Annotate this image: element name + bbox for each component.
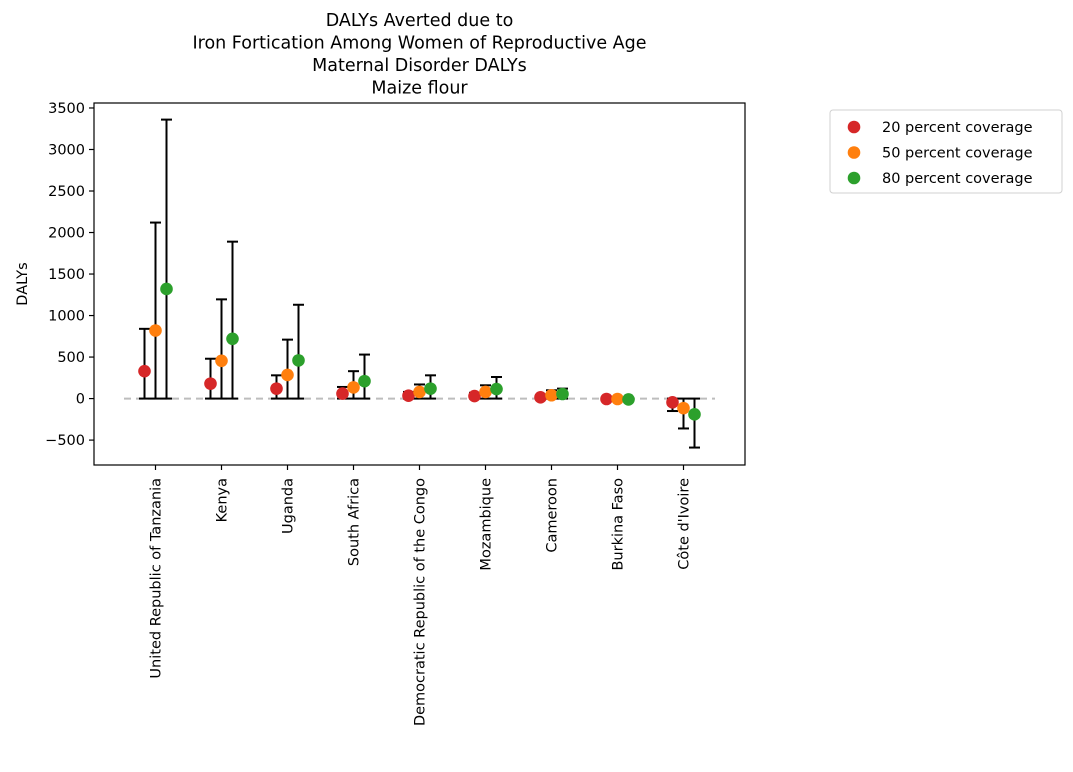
error-bar <box>161 118 172 400</box>
legend-box <box>829 109 1063 194</box>
y-tick-label: 2500 <box>48 184 85 200</box>
x-tick-label: United Republic of Tanzania <box>149 478 165 679</box>
data-point <box>160 282 173 296</box>
y-tick-label: 2000 <box>48 226 85 242</box>
data-point <box>270 382 283 395</box>
data-point <box>534 391 547 404</box>
x-tick-label: South Africa <box>347 478 363 566</box>
data-point <box>204 377 217 390</box>
series-3-points <box>160 282 701 421</box>
plot-frame <box>93 102 746 466</box>
legend-marker <box>847 171 861 185</box>
legend-label: 50 percent coverage <box>882 146 1033 162</box>
legend-marker <box>847 120 861 134</box>
series-1-points <box>138 364 679 409</box>
data-point <box>545 388 558 402</box>
data-point <box>281 368 294 382</box>
data-point <box>611 392 624 406</box>
chart-title-line: Maternal Disorder DALYs <box>312 56 527 76</box>
data-point <box>600 392 613 406</box>
y-tick-label: 1000 <box>48 309 85 325</box>
y-tick-label: 0 <box>76 392 85 408</box>
legend-item: 20 percent coverage <box>847 120 1033 136</box>
legend-label: 20 percent coverage <box>882 120 1033 136</box>
data-point <box>688 408 701 421</box>
error-bar <box>139 327 150 400</box>
plot-area <box>124 118 715 449</box>
legend-marker <box>847 146 861 159</box>
error-bar <box>689 397 700 449</box>
data-point <box>358 374 371 388</box>
y-tick-label: 500 <box>57 350 85 366</box>
data-point <box>622 393 635 406</box>
legend-item: 80 percent coverage <box>847 171 1033 187</box>
data-point <box>347 381 360 394</box>
x-tick-label: Cameroon <box>545 478 561 553</box>
legend-item: 50 percent coverage <box>847 146 1033 162</box>
y-tick-label: 3500 <box>48 101 85 117</box>
data-point <box>336 387 349 400</box>
data-point <box>226 332 239 346</box>
data-point <box>215 354 228 368</box>
x-tick-label: Côte d'Ivoire <box>677 478 693 570</box>
error-bar <box>293 303 304 400</box>
x-axis: United Republic of Tanzania Kenya Uganda So… <box>149 465 693 726</box>
data-point <box>292 354 305 367</box>
error-bar <box>227 240 238 400</box>
y-tick-label: 3000 <box>48 142 85 158</box>
x-tick-label: Uganda <box>281 478 297 534</box>
series-2-points <box>149 324 690 415</box>
x-tick-label: Burkina Faso <box>611 478 627 571</box>
y-tick-label: 1500 <box>48 267 85 283</box>
x-tick-label: Mozambique <box>479 478 495 571</box>
x-tick-label: Democratic Republic of the Congo <box>413 478 429 726</box>
chart-title-line: Iron Fortication Among Women of Reproduc… <box>192 34 646 54</box>
data-point <box>490 382 503 396</box>
data-point <box>424 382 437 395</box>
data-point <box>138 364 151 378</box>
data-point <box>479 385 492 399</box>
chart-title-line: Maize flour <box>371 79 468 99</box>
error-bar <box>150 221 161 400</box>
y-tick-label: −500 <box>45 433 85 449</box>
x-tick-label: Kenya <box>215 478 231 522</box>
data-point <box>413 385 426 399</box>
y-axis: −500 0 500 1000 1500 2000 2500 3000 3500 <box>45 101 94 449</box>
legend: 20 percent coverage 50 percent coverage 80… <box>829 109 1063 194</box>
data-point <box>666 396 679 409</box>
data-point <box>556 387 569 401</box>
chart-title-line: DALYs Averted due to <box>326 11 514 31</box>
data-point <box>468 389 481 403</box>
legend-label: 80 percent coverage <box>882 171 1033 187</box>
chart-title: DALYs Averted due to Iron Fortication Amo… <box>192 11 646 99</box>
data-point <box>402 389 415 402</box>
data-point <box>677 401 690 415</box>
error-bar <box>216 298 227 400</box>
data-point <box>149 324 162 337</box>
y-axis-label: DALYs <box>15 262 31 305</box>
